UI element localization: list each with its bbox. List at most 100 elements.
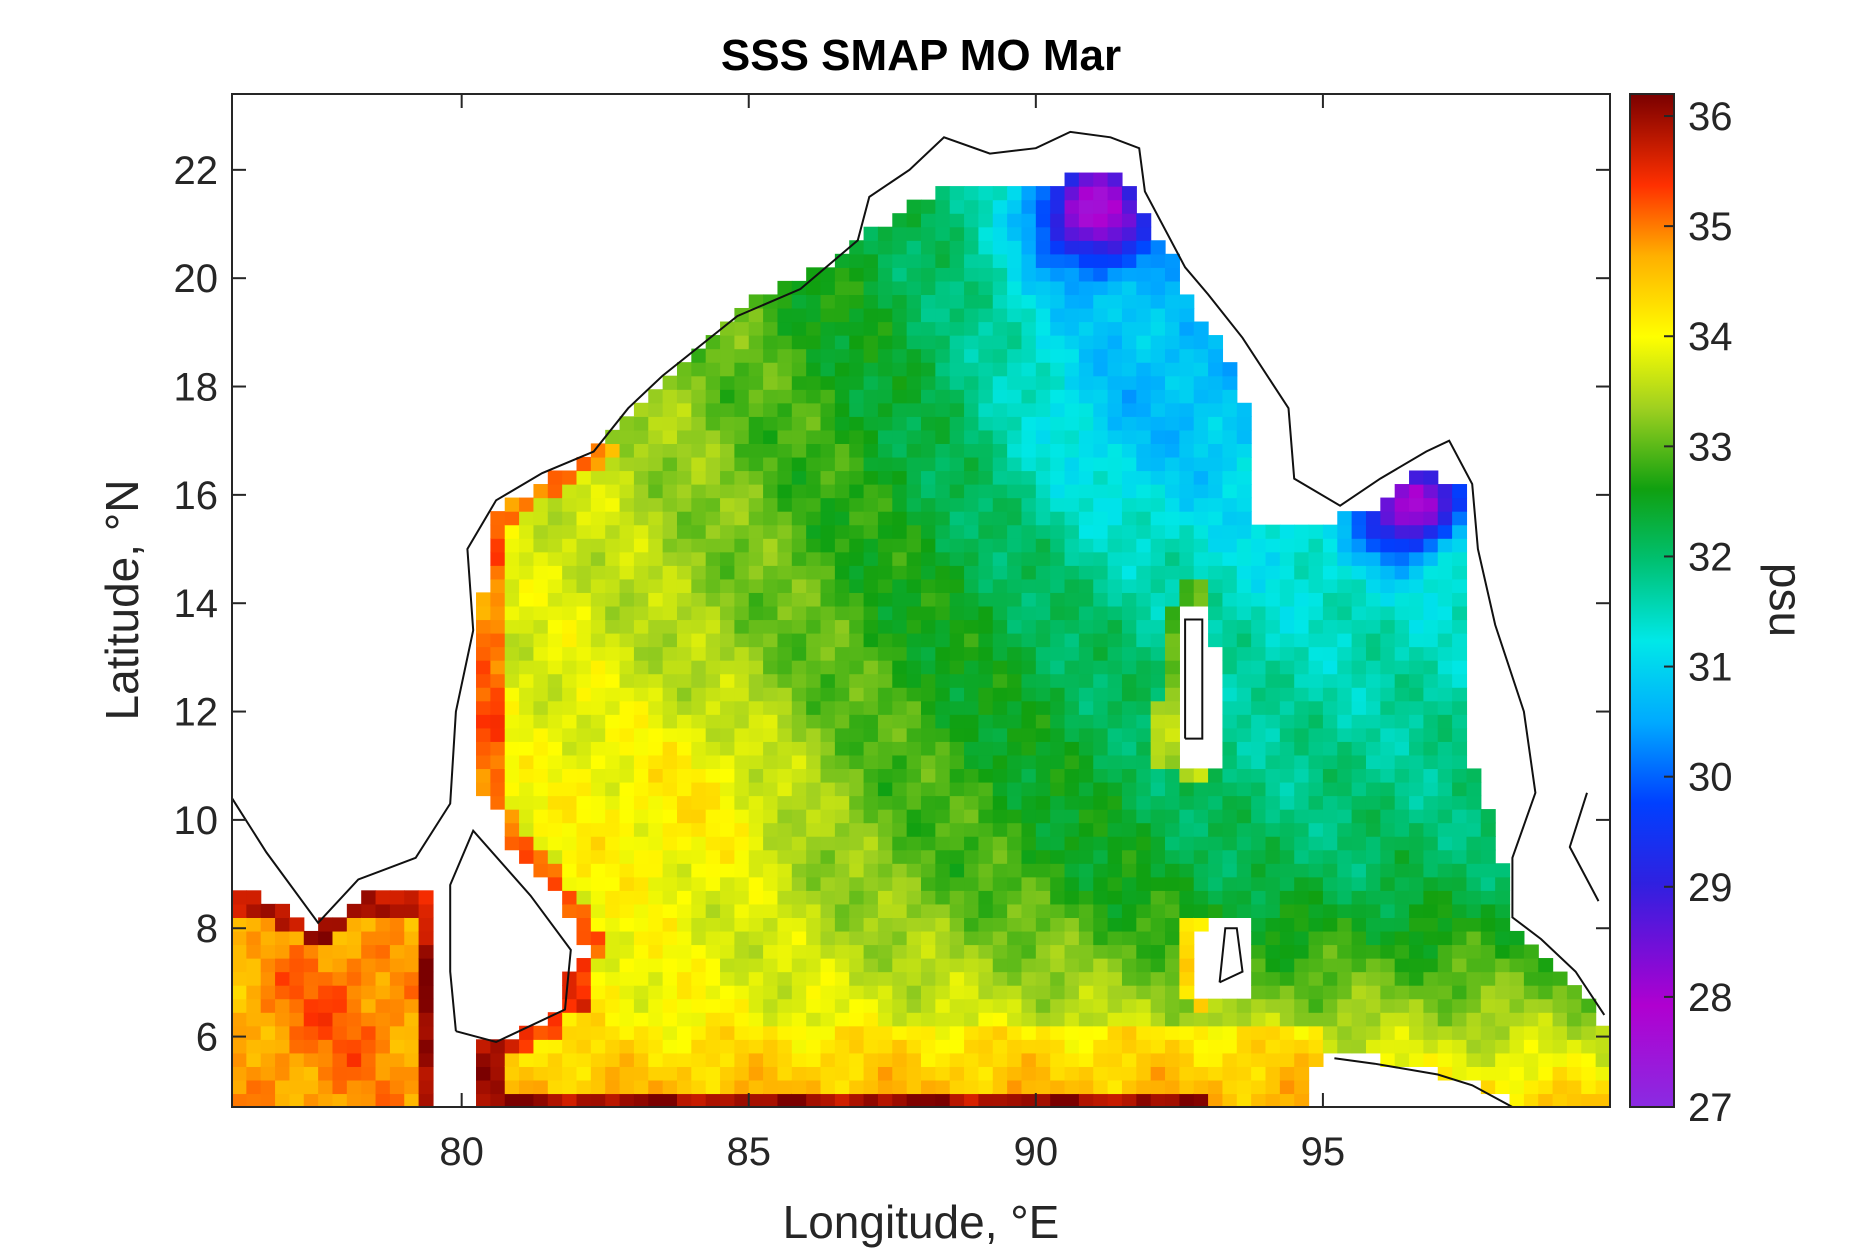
salinity-cell: [964, 240, 980, 255]
salinity-cell: [605, 958, 621, 973]
salinity-cell: [777, 280, 793, 296]
salinity-cell: [1150, 714, 1166, 729]
salinity-cell: [1165, 660, 1180, 675]
salinity-cell: [1595, 1025, 1610, 1040]
salinity-cell: [849, 917, 865, 932]
salinity-cell: [892, 321, 908, 336]
salinity-cell: [605, 443, 621, 458]
salinity-cell: [633, 592, 649, 607]
salinity-cell: [964, 578, 980, 593]
salinity-cell: [1236, 741, 1252, 756]
salinity-cell: [992, 362, 1008, 377]
salinity-cell: [562, 985, 578, 1000]
salinity-cell: [1265, 768, 1281, 783]
salinity-cell: [562, 633, 578, 648]
salinity-cell: [375, 1066, 391, 1081]
salinity-cell: [1021, 213, 1037, 228]
salinity-cell: [777, 809, 793, 824]
salinity-cell: [1251, 836, 1267, 851]
salinity-cell: [1021, 633, 1037, 648]
salinity-cell: [1265, 727, 1281, 742]
salinity-cell: [504, 1066, 520, 1081]
salinity-cell: [633, 484, 649, 499]
salinity-cell: [1050, 876, 1066, 891]
salinity-cell: [1021, 822, 1037, 837]
salinity-cell: [1423, 768, 1439, 783]
salinity-cell: [877, 727, 893, 742]
salinity-cell: [1365, 673, 1381, 688]
salinity-cell: [820, 619, 836, 634]
salinity-cell: [1337, 551, 1353, 566]
salinity-cell: [1165, 253, 1180, 268]
salinity-cell: [1279, 633, 1295, 648]
salinity-cell: [1021, 1039, 1037, 1054]
salinity-cell: [576, 1025, 592, 1040]
salinity-cell: [1208, 402, 1224, 417]
salinity-cell: [375, 903, 391, 918]
salinity-cell: [676, 443, 692, 458]
salinity-cell: [605, 714, 621, 729]
salinity-cell: [1337, 714, 1353, 729]
salinity-cell: [1452, 592, 1468, 607]
salinity-cell: [978, 362, 994, 377]
salinity-cell: [490, 741, 506, 756]
salinity-cell: [1179, 551, 1195, 566]
salinity-cell: [1093, 660, 1109, 675]
salinity-cell: [476, 754, 491, 770]
salinity-cell: [763, 822, 779, 837]
salinity-cell: [1509, 1066, 1525, 1081]
salinity-cell: [964, 605, 980, 621]
salinity-cell: [1208, 876, 1224, 891]
salinity-cell: [949, 822, 965, 837]
salinity-cell: [1222, 429, 1238, 444]
salinity-cell: [892, 971, 908, 986]
salinity-cell: [1452, 687, 1468, 702]
salinity-cell: [949, 402, 965, 417]
salinity-cell: [1021, 524, 1037, 539]
salinity-cell: [1021, 1093, 1037, 1107]
salinity-cell: [648, 890, 664, 905]
salinity-cell: [389, 958, 405, 973]
salinity-cell: [1035, 822, 1051, 837]
salinity-cell: [863, 348, 879, 363]
salinity-cell: [964, 1079, 980, 1095]
salinity-cell: [1179, 443, 1195, 458]
salinity-cell: [1538, 1025, 1554, 1040]
salinity-cell: [849, 578, 865, 593]
salinity-cell: [820, 605, 836, 621]
salinity-cell: [562, 1052, 578, 1067]
salinity-cell: [1523, 998, 1539, 1013]
salinity-cell: [1394, 565, 1410, 580]
salinity-cell: [777, 565, 793, 580]
salinity-cell: [763, 484, 779, 499]
salinity-cell: [849, 362, 865, 377]
salinity-cell: [1322, 633, 1338, 648]
salinity-cell: [1466, 903, 1482, 918]
salinity-cell: [1179, 470, 1195, 485]
salinity-cell: [720, 714, 735, 729]
salinity-cell: [1236, 768, 1252, 783]
salinity-cell: [346, 1025, 362, 1040]
salinity-cell: [691, 958, 707, 973]
salinity-cell: [676, 673, 692, 688]
salinity-cell: [1007, 660, 1023, 675]
salinity-cell: [1007, 362, 1023, 377]
salinity-cell: [1150, 375, 1166, 390]
salinity-cell: [906, 890, 922, 905]
salinity-cell: [1193, 768, 1209, 783]
salinity-cell: [590, 538, 606, 553]
salinity-cell: [748, 754, 764, 770]
salinity-cell: [1394, 781, 1410, 797]
salinity-cell: [1380, 565, 1396, 580]
salinity-cell: [1394, 903, 1410, 918]
salinity-cell: [1193, 578, 1209, 593]
nicobar-islands-coastline: [1218, 927, 1244, 984]
salinity-cell: [892, 565, 908, 580]
salinity-cell: [1007, 578, 1023, 593]
salinity-cell: [533, 592, 549, 607]
salinity-cell: [576, 768, 592, 783]
salinity-cell: [303, 1079, 319, 1095]
salinity-cell: [892, 727, 908, 742]
salinity-cell: [849, 985, 865, 1000]
salinity-cell: [648, 849, 664, 864]
